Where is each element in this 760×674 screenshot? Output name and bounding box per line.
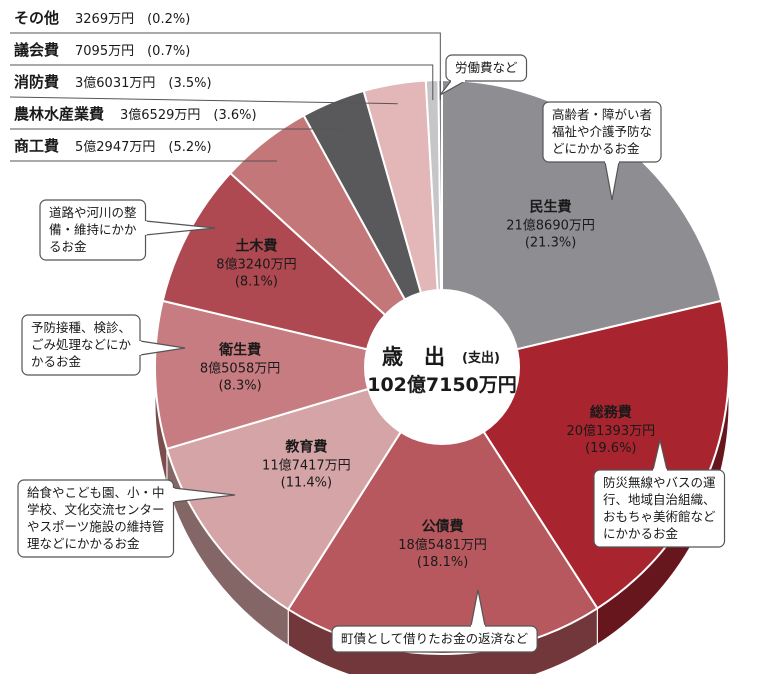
- callout-box: [331, 625, 538, 653]
- list-value: 3億6031万円 (3.5%): [75, 75, 212, 91]
- list-item-消防費: 消防費 3億6031万円 (3.5%): [14, 73, 212, 91]
- leader-line-その他: [10, 32, 441, 101]
- leader-lines-layer: [9, 32, 441, 162]
- center-title: 歳 出: [382, 345, 445, 369]
- slice-amount-教育費: 11億7417万円: [262, 457, 351, 473]
- callout-line: 防災無線やバスの運: [603, 475, 716, 490]
- callout-その他: 労働費など: [439, 54, 528, 96]
- center-label-layer: 歳 出 (支出) 102億7150万円: [364, 289, 520, 445]
- callout-line: かるお金: [31, 354, 82, 369]
- callout-line: 高齢者・障がい者: [552, 107, 652, 122]
- callout-line: 理などにかかるお金: [27, 536, 140, 551]
- center-total: 102億7150万円: [367, 373, 517, 396]
- small-items-list: その他 3269万円 (0.2%) 議会費 7095万円 (0.7%) 消防費 3億603…: [14, 9, 257, 155]
- slice-amount-総務費: 20億1393万円: [566, 423, 655, 439]
- leader-line-消防費: [9, 96, 398, 105]
- list-name: 消防費: [14, 73, 59, 91]
- callout-box: [542, 101, 662, 163]
- center-circle: [364, 289, 520, 445]
- slice-amount-民生費: 21億8690万円: [506, 218, 595, 234]
- callout-line: にかかるお金: [603, 526, 679, 541]
- center-subtitle: (支出): [462, 350, 500, 366]
- callout-line: 学校、文化交流センター: [27, 502, 165, 517]
- callout-公債費: 町債として借りたお金の返済など: [331, 589, 538, 653]
- list-value: 3269万円 (0.2%): [75, 12, 190, 27]
- callout-教育費: 給食やこども園、小・中学校、文化交流センターやスポーツ施設の維持管理などにかかる…: [17, 479, 236, 558]
- list-value: 7095万円 (0.7%): [75, 44, 190, 59]
- list-item-商工費: 商工費 5億2947万円 (5.2%): [14, 137, 212, 155]
- list-name: 商工費: [14, 137, 59, 155]
- slice-percent-公債費: (18.1%): [417, 555, 468, 570]
- list-value: 5億2947万円 (5.2%): [75, 139, 212, 155]
- callout-line: 町債として借りたお金の返済など: [341, 631, 529, 646]
- list-item-農林水産業費: 農林水産業費 3億6529万円 (3.6%): [14, 105, 257, 123]
- callout-line: 行、地域自治組織、: [603, 492, 716, 507]
- slice-name-民生費: 民生費: [530, 199, 572, 216]
- slice-percent-民生費: (21.3%): [525, 236, 576, 251]
- callout-line: 労働費など: [455, 60, 518, 75]
- pie-slice-土木費: [161, 172, 443, 368]
- callout-line: 備・維持にかか: [49, 222, 137, 237]
- pie-slice-公債費: [287, 366, 599, 655]
- slice-name-衛生費: 衛生費: [218, 342, 261, 359]
- slice-labels-layer: 民生費 21億8690万円 (21.3%) 総務費 20億1393万円 (19.6%) 公債…: [200, 199, 655, 570]
- callout-line: るお金: [49, 239, 87, 254]
- callout-box: [17, 479, 175, 558]
- list-value: 3億6529万円 (3.6%): [120, 107, 257, 123]
- slice-name-公債費: 公債費: [422, 518, 464, 535]
- callout-line: ごみ処理などにか: [31, 337, 132, 352]
- list-name: 農林水産業費: [14, 105, 104, 123]
- leader-line-議会費: [10, 64, 434, 101]
- callout-line: 道路や河川の整: [49, 205, 137, 220]
- callouts-layer: 高齢者・障がい者福祉や介護予防などにかかるお金防災無線やバスの運行、地域自治組織…: [17, 54, 726, 653]
- callout-line: 予防接種、検診、: [31, 320, 131, 335]
- slice-name-教育費: 教育費: [285, 438, 327, 455]
- slice-name-総務費: 総務費: [590, 404, 632, 421]
- slice-name-土木費: 土木費: [235, 238, 277, 255]
- callout-box: [445, 54, 528, 82]
- callout-line: やスポーツ施設の維持管: [27, 519, 164, 534]
- list-item-その他: その他 3269万円 (0.2%): [14, 9, 190, 27]
- callout-line: どにかかるお金: [552, 141, 640, 156]
- pie-slice-衛生費: [154, 299, 443, 450]
- slice-amount-公債費: 18億5481万円: [398, 537, 487, 553]
- slice-percent-総務費: (19.6%): [585, 441, 636, 456]
- pie-slices-layer: [154, 79, 730, 655]
- slice-percent-衛生費: (8.3%): [218, 379, 261, 394]
- slice-percent-土木費: (8.1%): [235, 275, 278, 290]
- slice-amount-土木費: 8億3240万円: [216, 257, 296, 273]
- slice-percent-教育費: (11.4%): [281, 475, 332, 490]
- list-name: その他: [14, 9, 59, 27]
- list-item-議会費: 議会費 7095万円 (0.7%): [14, 41, 190, 59]
- slice-amount-衛生費: 8億5058万円: [200, 361, 280, 377]
- list-name: 議会費: [14, 41, 59, 59]
- pie-slice-教育費: [165, 366, 443, 611]
- callout-line: 給食やこども園、小・中: [27, 485, 165, 500]
- callout-line: 福祉や介護予防な: [552, 124, 652, 139]
- callout-line: おもちゃ美術館など: [603, 509, 716, 524]
